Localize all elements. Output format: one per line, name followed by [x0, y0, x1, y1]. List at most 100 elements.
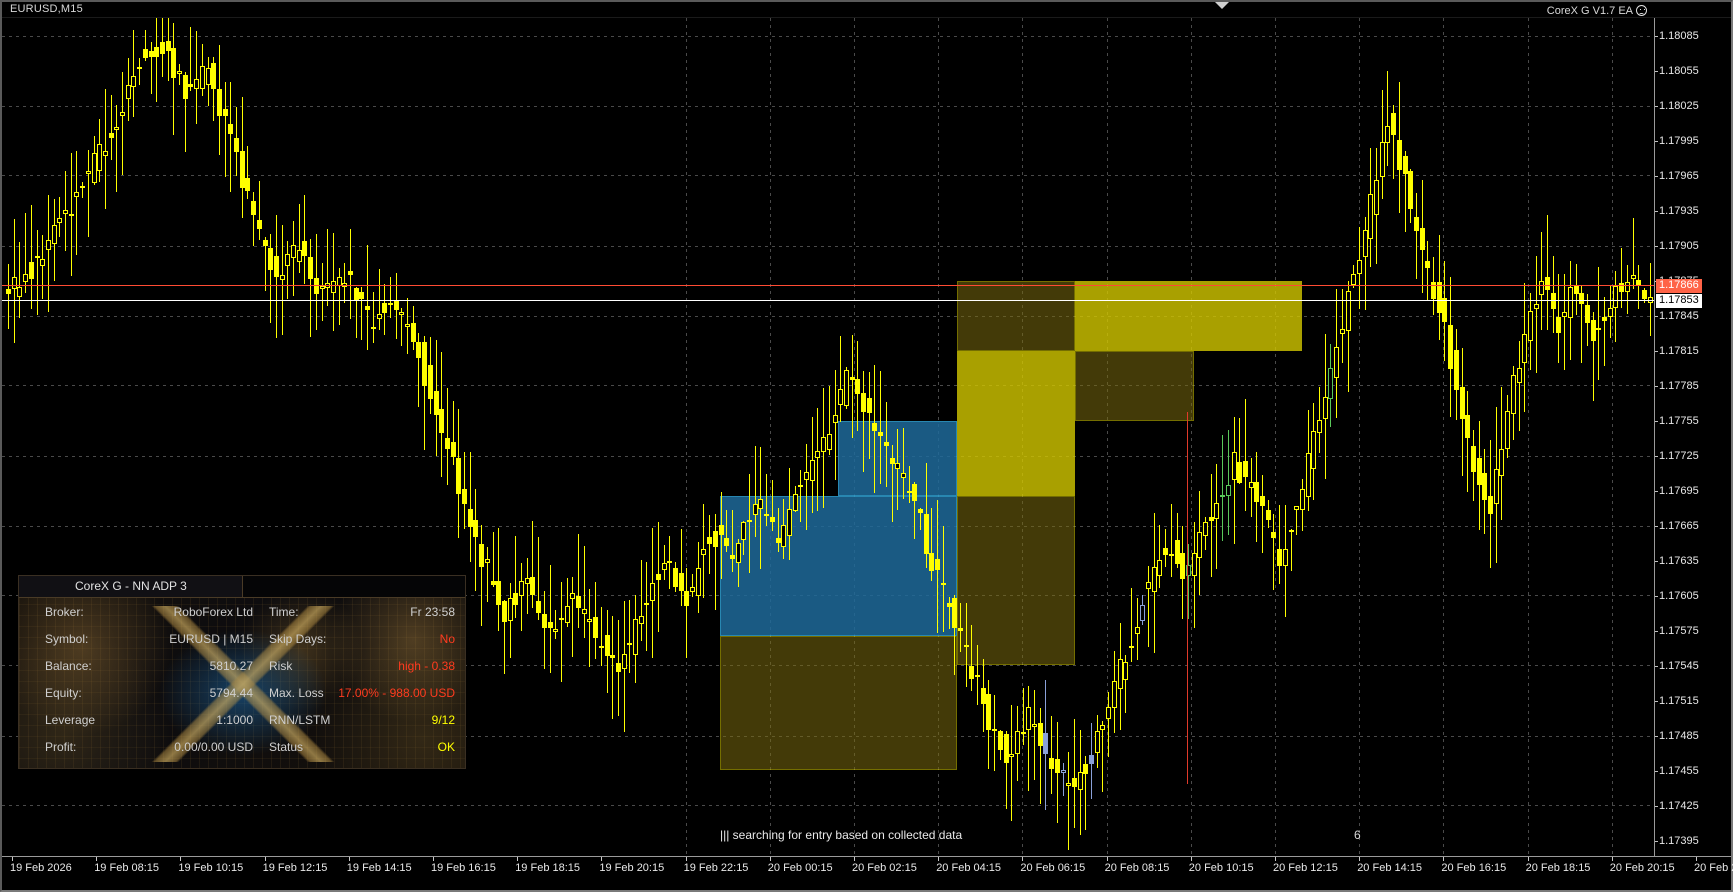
- candlestick: [1254, 18, 1260, 858]
- candlestick: [1539, 18, 1545, 858]
- candlestick: [74, 18, 80, 858]
- panel-right-value: No: [439, 632, 455, 646]
- candlestick: [245, 18, 251, 858]
- candlestick: [23, 18, 29, 858]
- candlestick: [1647, 18, 1653, 858]
- candlestick: [1100, 18, 1106, 858]
- candlestick: [1054, 18, 1060, 858]
- candlestick: [45, 18, 51, 858]
- time-scale[interactable]: 19 Feb 2026 19 Feb 08:15 19 Feb 10:15 19 Fe…: [2, 856, 1733, 890]
- candlestick: [1277, 18, 1283, 858]
- candlestick: [1191, 18, 1197, 858]
- candlestick: [769, 18, 775, 858]
- candlestick: [382, 18, 388, 858]
- candlestick: [1379, 18, 1385, 858]
- gridline: [1443, 18, 1444, 858]
- time-tick-label: 19 Feb 20:15: [599, 862, 665, 874]
- candlestick: [878, 18, 884, 858]
- candlestick: [462, 18, 467, 858]
- panel-header-filler: [243, 576, 465, 598]
- candlestick: [570, 18, 576, 858]
- candlestick: [1573, 18, 1579, 858]
- ea-info-panel[interactable]: CoreX G - NN ADP 3 Broker: RoboForex Ltd T…: [18, 575, 466, 769]
- gridline: [2, 106, 1654, 107]
- candlestick: [1636, 18, 1642, 858]
- price-tick-label: 1.17605: [1655, 589, 1699, 602]
- time-tick-mark: [1527, 857, 1529, 861]
- candlestick: [433, 18, 439, 858]
- candlestick: [1562, 18, 1568, 858]
- candlestick: [365, 18, 371, 858]
- price-tick-label: 1.17665: [1655, 519, 1699, 532]
- panel-row: Profit: 0.00/0.00 USD Status OK: [19, 735, 465, 762]
- price-scale[interactable]: 1.18085 1.18055 1.18025 1.17995 1.17965 1.179…: [1654, 18, 1731, 858]
- candlestick: [1442, 18, 1448, 858]
- candlestick: [633, 18, 638, 858]
- candlestick: [63, 18, 68, 858]
- candlestick: [821, 18, 827, 858]
- candlestick: [296, 18, 302, 858]
- candlestick: [359, 18, 365, 858]
- candlestick: [1299, 18, 1305, 858]
- price-tick-label: 1.17965: [1655, 169, 1699, 182]
- panel-left-value: EURUSD | M15: [169, 632, 253, 646]
- candlestick: [34, 18, 40, 858]
- candlestick: [1493, 18, 1499, 858]
- price-tick-label: 1.17725: [1655, 449, 1699, 462]
- candlestick: [1020, 18, 1026, 858]
- candlestick: [1413, 18, 1419, 858]
- candlestick: [262, 18, 268, 858]
- candlestick: [866, 18, 872, 858]
- zone-rect: [1075, 280, 1302, 351]
- candlestick: [1163, 18, 1169, 858]
- candlestick: [1402, 18, 1408, 858]
- time-tick-label: 19 Feb 2026: [10, 862, 72, 874]
- panel-left-value: 5794.44: [209, 686, 253, 700]
- candlestick: [154, 18, 160, 858]
- sad-face-icon: [1636, 5, 1647, 16]
- candlestick: [17, 18, 23, 858]
- time-tick-mark: [12, 857, 13, 861]
- candlestick: [809, 18, 815, 858]
- panel-left-value: 5810.27: [209, 659, 253, 673]
- candlestick: [216, 18, 222, 858]
- candlestick: [1396, 18, 1402, 858]
- candlestick: [576, 18, 581, 858]
- candlestick: [1436, 18, 1442, 858]
- price-tick-label: 1.17635: [1655, 554, 1699, 567]
- candlestick: [1527, 18, 1533, 858]
- candlestick: [1111, 18, 1117, 858]
- candlestick: [712, 18, 718, 858]
- ea-name-label: CoreX G V1.7 EA: [1547, 3, 1647, 17]
- candlestick: [427, 18, 433, 858]
- candlestick: [1368, 18, 1374, 858]
- time-tick-mark: [1611, 857, 1613, 861]
- candlestick: [1567, 18, 1573, 858]
- candlestick: [638, 18, 644, 858]
- candlestick: [1157, 18, 1163, 858]
- gridline: [1359, 18, 1360, 858]
- candlestick: [1026, 18, 1032, 858]
- candlestick: [1339, 18, 1345, 858]
- candlestick: [1590, 18, 1596, 858]
- candlestick: [484, 18, 490, 858]
- time-tick-mark: [348, 857, 350, 861]
- candlestick: [587, 18, 593, 858]
- panel-left-label: Balance:: [45, 659, 92, 673]
- candlestick: [1328, 18, 1334, 858]
- candlestick: [1071, 18, 1077, 858]
- candlestick: [1203, 18, 1208, 858]
- candlestick: [1425, 18, 1431, 858]
- candlestick: [1476, 18, 1482, 858]
- candlestick: [228, 18, 234, 858]
- candlestick: [1505, 18, 1511, 858]
- time-tick-label: 19 Feb 16:15: [431, 862, 496, 874]
- gridline: [1275, 18, 1276, 858]
- candlestick: [330, 18, 336, 858]
- time-tick-label: 20 Feb 18:15: [1525, 862, 1591, 874]
- candlestick: [97, 18, 103, 858]
- candlestick: [188, 18, 194, 858]
- bid-price-label: 1.17853: [1656, 294, 1702, 308]
- gridline: [2, 316, 1654, 317]
- candlestick: [627, 18, 633, 858]
